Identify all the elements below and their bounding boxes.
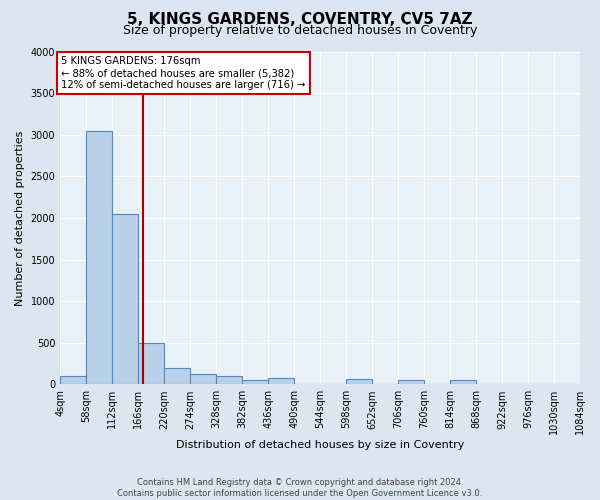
Bar bbox=[112, 214, 138, 384]
Bar bbox=[164, 368, 190, 384]
Bar bbox=[216, 376, 242, 384]
Bar bbox=[450, 380, 476, 384]
Bar bbox=[346, 380, 372, 384]
Text: Size of property relative to detached houses in Coventry: Size of property relative to detached ho… bbox=[123, 24, 477, 37]
Bar bbox=[190, 374, 216, 384]
Text: Contains HM Land Registry data © Crown copyright and database right 2024.
Contai: Contains HM Land Registry data © Crown c… bbox=[118, 478, 482, 498]
Y-axis label: Number of detached properties: Number of detached properties bbox=[15, 130, 25, 306]
Bar bbox=[398, 380, 424, 384]
X-axis label: Distribution of detached houses by size in Coventry: Distribution of detached houses by size … bbox=[176, 440, 464, 450]
Bar bbox=[242, 380, 268, 384]
Text: 5 KINGS GARDENS: 176sqm
← 88% of detached houses are smaller (5,382)
12% of semi: 5 KINGS GARDENS: 176sqm ← 88% of detache… bbox=[61, 56, 305, 90]
Text: 5, KINGS GARDENS, COVENTRY, CV5 7AZ: 5, KINGS GARDENS, COVENTRY, CV5 7AZ bbox=[127, 12, 473, 28]
Bar bbox=[60, 376, 86, 384]
Bar bbox=[138, 342, 164, 384]
Bar bbox=[86, 130, 112, 384]
Bar bbox=[268, 378, 294, 384]
